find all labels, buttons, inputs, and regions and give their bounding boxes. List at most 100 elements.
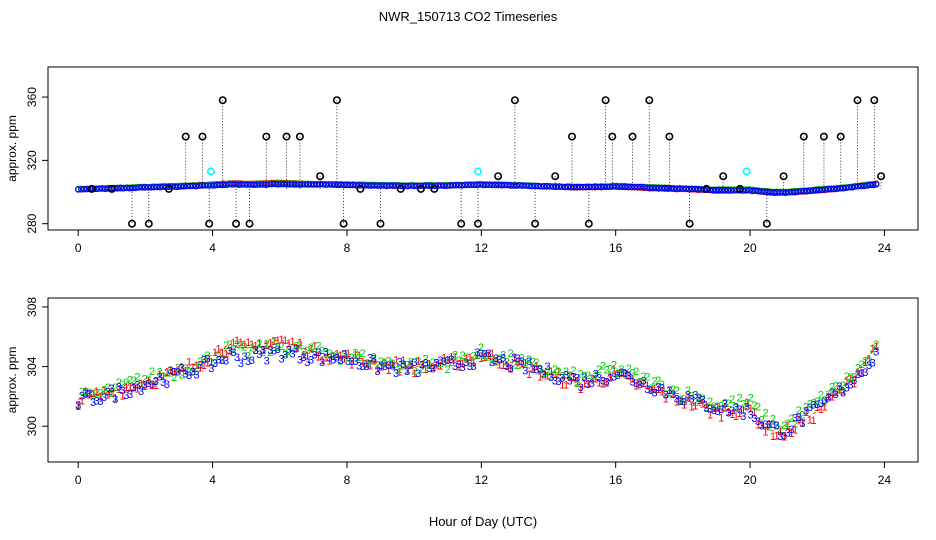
series-2-point: 2 (626, 363, 632, 375)
series-3-point: 3 (507, 363, 513, 375)
series-1-point: 1 (866, 353, 872, 365)
flagged-point (128, 219, 137, 228)
series-2-point: 2 (282, 348, 288, 360)
series-2-point: 2 (500, 350, 506, 362)
series-3-point: 3 (840, 387, 846, 399)
series-3-point: 3 (389, 361, 395, 373)
plot-frame (47, 66, 919, 231)
series-3-point: 3 (338, 355, 344, 367)
series-3-point: 3 (286, 345, 292, 357)
series-3-point (791, 188, 798, 195)
series-3-point: 3 (689, 394, 695, 406)
series-1-point: 1 (271, 336, 277, 348)
series-3-point (631, 183, 638, 191)
series-2-point: 2 (134, 372, 140, 384)
series-1-point: 1 (430, 362, 436, 374)
series-3-point: 3 (208, 363, 214, 375)
series-3-point: 3 (829, 387, 835, 399)
series-3-point (812, 186, 820, 194)
flagged-point (396, 184, 405, 193)
series-2-point: 2 (685, 385, 691, 397)
flagged-point (282, 132, 291, 141)
series-1-point: 1 (585, 378, 591, 390)
series-3-point (788, 188, 795, 196)
series-3-point: 3 (397, 357, 403, 369)
series-1-point: 1 (774, 430, 780, 442)
series-1-point: 1 (729, 409, 735, 421)
series-1-point: 1 (748, 403, 754, 415)
series-1-point: 1 (618, 367, 624, 379)
series-2-point: 2 (334, 351, 340, 363)
series-3-point (410, 182, 417, 190)
series-3-point: 3 (138, 386, 144, 398)
series-1-point: 1 (445, 354, 451, 366)
flagged-point (870, 96, 879, 105)
series-3-point: 3 (718, 404, 724, 416)
flagged-point (665, 132, 674, 141)
flagged-point (295, 132, 304, 141)
series-2-point: 2 (855, 363, 861, 375)
series-3-point: 3 (744, 401, 750, 413)
series-2-point: 2 (94, 388, 100, 400)
series-2-point: 2 (101, 385, 107, 397)
series-1-point: 1 (526, 369, 532, 381)
series-3-point (211, 182, 218, 189)
series-3-point (743, 187, 750, 194)
series-2-point: 2 (75, 399, 81, 411)
series-2-point: 2 (592, 370, 598, 382)
series-2-point: 2 (818, 390, 824, 402)
flagged-point (107, 184, 116, 193)
series-3-point (622, 183, 629, 190)
flagged-point (262, 132, 271, 141)
series-3-point: 3 (755, 416, 761, 428)
series-3-point: 3 (301, 352, 307, 364)
series-2-point: 2 (171, 372, 177, 384)
series-3-point (873, 181, 880, 188)
series-3-point: 3 (352, 356, 358, 368)
flagged-point (645, 96, 654, 105)
series-1-point: 1 (596, 377, 602, 389)
series-2-point: 2 (471, 351, 477, 363)
series-3-point (673, 185, 681, 192)
series-1-point: 1 (833, 387, 839, 399)
series-3-point (326, 181, 333, 188)
series-3-point: 3 (227, 346, 233, 358)
series-2-point: 2 (615, 368, 621, 380)
series-3-point: 3 (637, 380, 643, 392)
series-3-point (474, 181, 481, 189)
series-2-point: 2 (367, 358, 373, 370)
series-1-point: 1 (578, 384, 584, 396)
series-2-point: 2 (552, 364, 558, 376)
x-tick-label: 4 (209, 473, 216, 487)
series-1-point: 1 (448, 352, 454, 364)
series-3-point: 3 (230, 347, 236, 359)
series-2-point: 2 (744, 398, 750, 410)
x-tick-label: 8 (344, 473, 351, 487)
series-1-point: 1 (393, 354, 399, 366)
series-1-point: 1 (190, 362, 196, 374)
series-2-point: 2 (304, 345, 310, 357)
series-3-point: 3 (589, 378, 595, 390)
series-3-point: 3 (833, 389, 839, 401)
series-3-point (728, 187, 735, 194)
series-2-point: 2 (833, 381, 839, 393)
series-1-point: 1 (400, 355, 406, 367)
series-3-point (456, 181, 463, 189)
series-3-point: 3 (419, 359, 425, 371)
series-3-point: 3 (367, 353, 373, 365)
series-3-point: 3 (677, 396, 683, 408)
series-3-point (830, 185, 838, 193)
series-1-point: 1 (452, 352, 458, 364)
series-3-point (377, 182, 384, 189)
series-2-point: 2 (663, 389, 669, 401)
flagged-point (702, 184, 711, 193)
series-1-point: 1 (570, 372, 576, 384)
series-1-point: 1 (766, 419, 772, 431)
series-1-point: 1 (770, 431, 776, 443)
series-3-point: 3 (552, 376, 558, 388)
series-2-point: 2 (182, 363, 188, 375)
series-1-point: 1 (386, 365, 392, 377)
series-3-point (223, 181, 230, 189)
series-2-point: 2 (393, 361, 399, 373)
series-3-point (232, 180, 239, 188)
